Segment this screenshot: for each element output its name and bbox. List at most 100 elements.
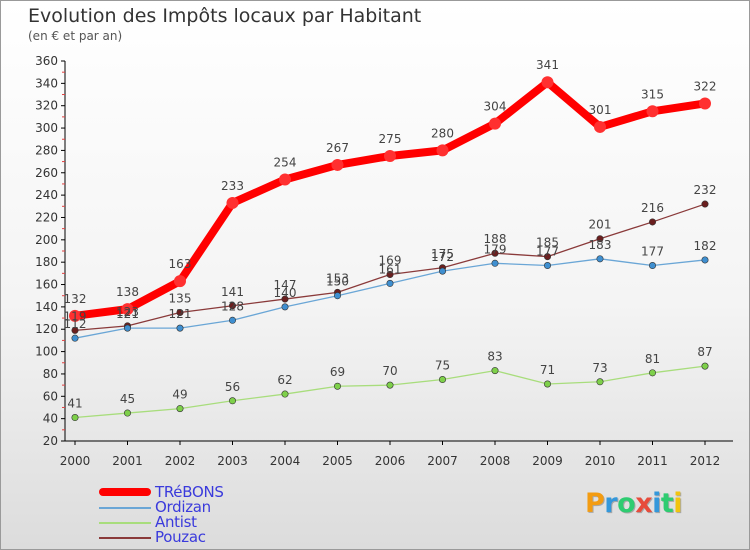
- y-tick-label: 260: [35, 166, 58, 180]
- legend-swatch: [99, 537, 151, 539]
- data-point: [71, 334, 79, 342]
- data-label: 183: [589, 238, 612, 252]
- data-label: 132: [64, 292, 87, 306]
- data-label: 69: [330, 365, 345, 379]
- data-point: [176, 324, 184, 332]
- logo-letter: o: [617, 488, 636, 519]
- data-label: 135: [169, 291, 192, 305]
- data-label: 45: [120, 392, 135, 406]
- data-point: [699, 97, 711, 110]
- data-point: [333, 382, 341, 390]
- y-tick-label: 220: [35, 210, 58, 224]
- legend-swatch: [99, 507, 151, 509]
- x-tick-label: 2011: [637, 454, 668, 468]
- data-point: [124, 324, 132, 332]
- data-point: [701, 200, 709, 208]
- data-label: 161: [379, 262, 402, 276]
- data-label: 49: [172, 388, 187, 402]
- data-label: 147: [274, 278, 297, 292]
- data-label: 73: [592, 361, 607, 375]
- data-point: [386, 381, 394, 389]
- data-point: [229, 397, 237, 405]
- logo-letter: i: [652, 488, 661, 519]
- y-tick-label: 280: [35, 143, 58, 157]
- axes: 20 40 60 80 100 120 140 160 180 200 220 240 260 280 30…: [35, 54, 733, 468]
- data-label: 179: [484, 242, 507, 256]
- x-tick-label: 2012: [690, 454, 721, 468]
- data-point: [543, 380, 551, 388]
- data-label: 177: [641, 245, 664, 259]
- x-tick-label: 2005: [322, 454, 353, 468]
- legend-swatch: [99, 522, 151, 524]
- data-point: [176, 405, 184, 413]
- data-point: [491, 367, 499, 375]
- logo-letter: P: [585, 488, 605, 519]
- series-pouzac: [71, 200, 709, 334]
- y-tick-label: 20: [43, 434, 58, 448]
- data-point: [594, 120, 606, 133]
- data-label: 201: [589, 218, 612, 232]
- data-point: [176, 308, 184, 316]
- legend-label: Antist: [155, 513, 197, 531]
- series-antist: [71, 362, 709, 422]
- legend-label: Pouzac: [155, 528, 206, 546]
- y-tick-label: 340: [35, 76, 58, 90]
- data-point: [543, 253, 551, 261]
- data-label: 41: [67, 397, 82, 411]
- data-point: [281, 303, 289, 311]
- data-point: [648, 262, 656, 270]
- data-point: [386, 279, 394, 287]
- data-point: [71, 414, 79, 422]
- x-tick-label: 2009: [532, 454, 563, 468]
- y-tick-label: 140: [35, 300, 58, 314]
- data-label: 322: [694, 79, 717, 93]
- y-tick-label: 180: [35, 255, 58, 269]
- data-label: 75: [435, 359, 450, 373]
- data-label: 138: [116, 285, 139, 299]
- data-point: [279, 173, 291, 186]
- y-tick-label: 120: [35, 322, 58, 336]
- data-label: 56: [225, 380, 240, 394]
- data-label: 188: [484, 232, 507, 246]
- y-tick-label: 320: [35, 99, 58, 113]
- data-label: 172: [431, 250, 454, 264]
- y-tick-label: 40: [43, 412, 58, 426]
- logo-letter: i: [673, 488, 683, 519]
- data-label: 301: [589, 103, 612, 117]
- data-point: [438, 376, 446, 384]
- data-point: [648, 369, 656, 377]
- data-point: [646, 105, 659, 118]
- data-label: 275: [379, 132, 402, 146]
- data-point: [333, 292, 341, 300]
- data-label: 254: [274, 155, 297, 169]
- data-label: 121: [116, 307, 139, 321]
- data-label: 150: [326, 275, 349, 289]
- logo-letter: x: [635, 488, 653, 519]
- legend-label: Ordizan: [155, 498, 211, 516]
- data-point: [648, 218, 656, 226]
- data-label: 81: [645, 352, 660, 366]
- data-point: [543, 262, 551, 270]
- y-tick-label: 200: [35, 233, 58, 247]
- data-label: 128: [221, 299, 244, 313]
- data-label: 163: [169, 257, 192, 271]
- data-label: 123: [116, 305, 139, 319]
- data-label: 177: [536, 245, 559, 259]
- data-point: [386, 270, 394, 278]
- logo-letter: r: [604, 488, 618, 519]
- data-point: [124, 409, 132, 417]
- data-label: 232: [694, 183, 717, 197]
- data-point: [281, 390, 289, 398]
- x-tick-label: 2010: [585, 454, 616, 468]
- x-tick-label: 2001: [112, 454, 143, 468]
- x-tick-label: 2002: [165, 454, 196, 468]
- data-point: [174, 275, 186, 288]
- x-tick-label: 2003: [217, 454, 248, 468]
- data-label: 304: [484, 100, 507, 114]
- data-label: 70: [382, 364, 397, 378]
- data-label: 185: [536, 236, 559, 250]
- data-point: [489, 117, 501, 130]
- data-label: 267: [326, 141, 349, 155]
